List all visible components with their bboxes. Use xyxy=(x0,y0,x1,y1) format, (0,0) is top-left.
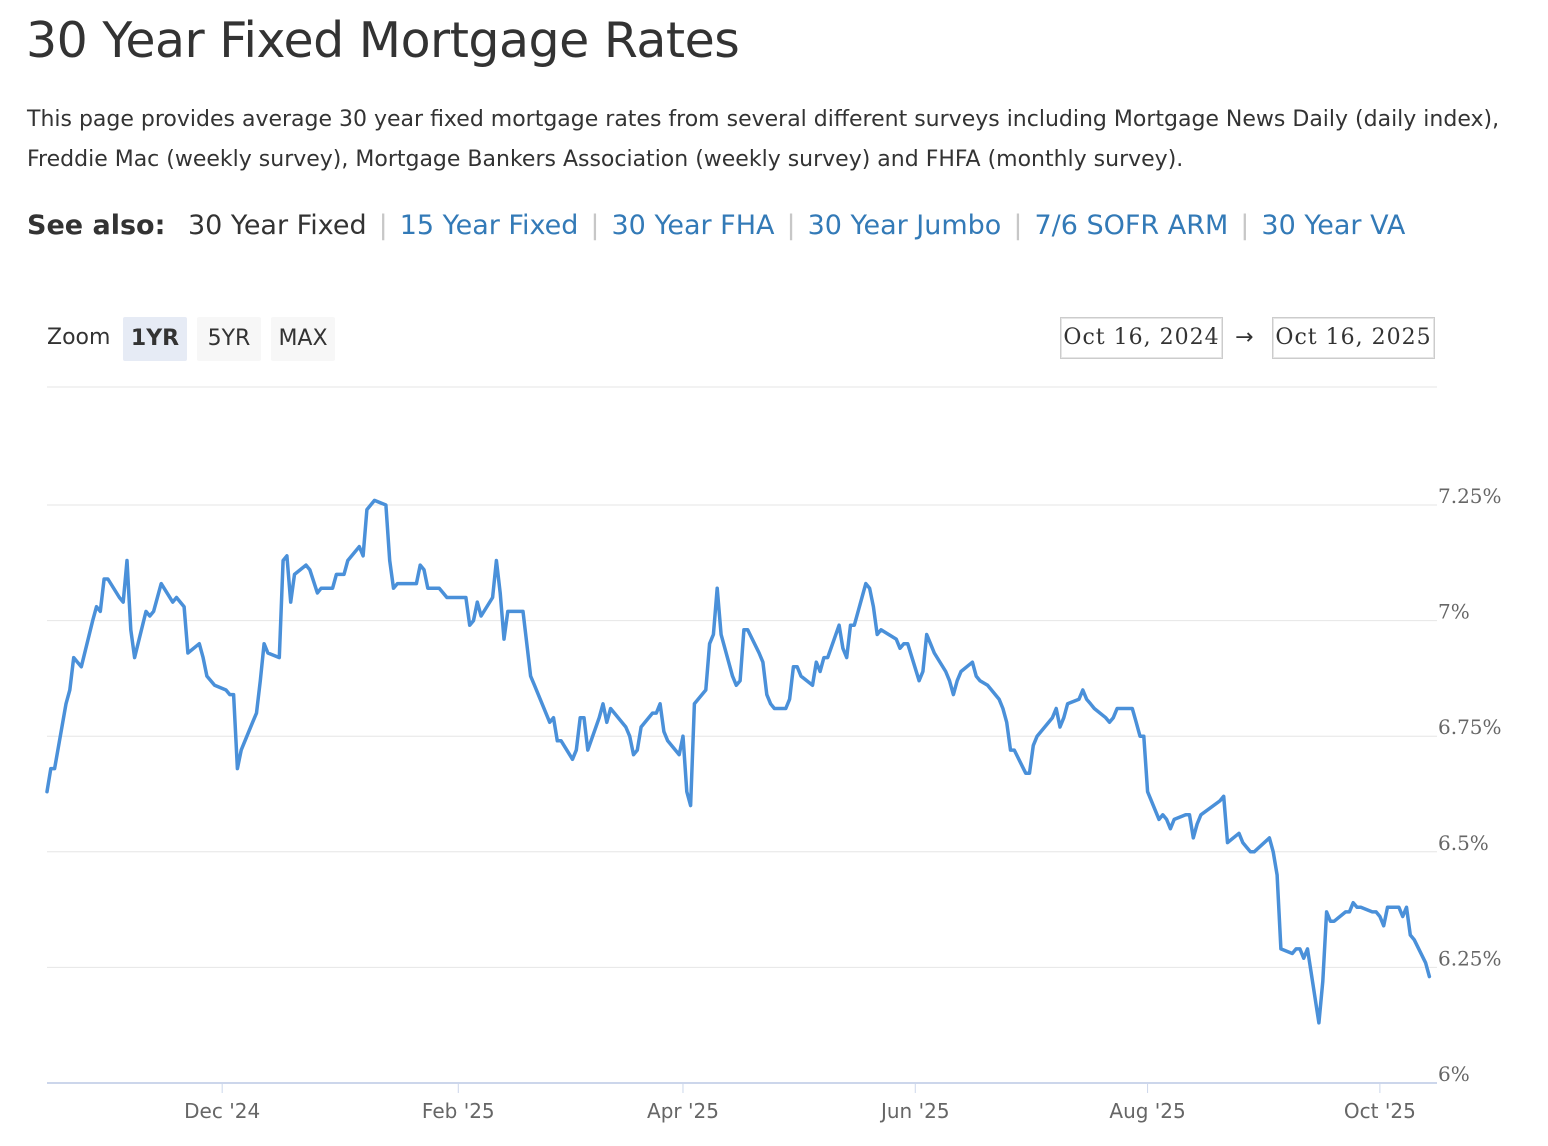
page-description: This page provides average 30 year fixed… xyxy=(27,107,1500,172)
x-tick-label: Aug '25 xyxy=(1109,1099,1185,1123)
link-30-year-jumbo[interactable]: 30 Year Jumbo xyxy=(807,210,1002,241)
x-tick-label: Oct '25 xyxy=(1344,1099,1416,1123)
see-also-label: See also: xyxy=(27,210,166,241)
link-30-year-fha[interactable]: 30 Year FHA xyxy=(611,210,775,241)
separator: | xyxy=(378,210,388,241)
separator: | xyxy=(786,210,796,241)
y-tick-label: 6.25% xyxy=(1438,946,1502,970)
separator: | xyxy=(1013,210,1023,241)
link-30-year-va[interactable]: 30 Year VA xyxy=(1261,210,1406,241)
range-arrow: → xyxy=(1235,325,1254,350)
separator: | xyxy=(1240,210,1250,241)
x-tick-label: Jun '25 xyxy=(879,1099,950,1123)
y-tick-label: 6.75% xyxy=(1438,715,1502,739)
y-tick-label: 7% xyxy=(1438,600,1470,624)
zoom-1yr-button[interactable]: 1YR xyxy=(123,317,187,361)
grid-lines xyxy=(47,504,1437,1084)
range-from-input[interactable]: Oct 16, 2024 xyxy=(1060,317,1223,359)
link-15-year-fixed[interactable]: 15 Year Fixed xyxy=(399,210,579,241)
range-to-input[interactable]: Oct 16, 2025 xyxy=(1272,317,1435,359)
see-also-nav: See also: 30 Year Fixed | 15 Year Fixed | 30… xyxy=(27,210,1405,241)
y-tick-label: 6% xyxy=(1438,1062,1470,1086)
separator: | xyxy=(590,210,600,241)
x-axis-labels: Dec '24 Feb '25 Apr '25 Jun '25 Aug '25 Oct '… xyxy=(184,1083,1416,1123)
y-tick-label: 7.25% xyxy=(1438,484,1502,508)
page-title: 30 Year Fixed Mortgage Rates xyxy=(26,12,740,69)
zoom-5yr-button[interactable]: 5YR xyxy=(197,317,261,361)
zoom-max-button[interactable]: MAX xyxy=(271,317,335,361)
series-line xyxy=(45,498,1432,1025)
zoom-label: Zoom xyxy=(47,325,111,350)
link-7-6-sofr-arm[interactable]: 7/6 SOFR ARM xyxy=(1034,210,1229,241)
x-tick-label: Feb '25 xyxy=(422,1099,495,1123)
x-tick-label: Apr '25 xyxy=(647,1099,719,1123)
y-tick-label: 6.5% xyxy=(1438,831,1489,855)
see-also-current: 30 Year Fixed xyxy=(187,210,367,241)
y-axis-labels: 6% 6.25% 6.5% 6.75% 7% 7.25% xyxy=(1438,484,1502,1086)
x-tick-label: Dec '24 xyxy=(184,1099,260,1123)
